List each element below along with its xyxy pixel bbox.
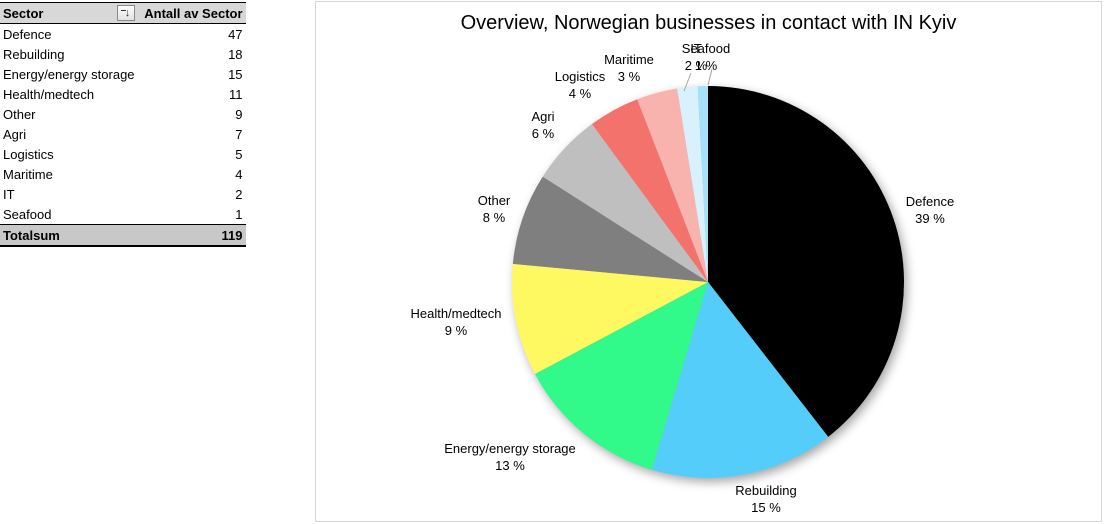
pie-label-percent: 15 % bbox=[751, 500, 781, 515]
pivot-header-row: Sector ↓ Antall av Sector bbox=[0, 2, 246, 24]
count-cell[interactable]: 2 bbox=[235, 186, 243, 202]
table-row-maritime: Maritime 4 bbox=[0, 164, 246, 184]
count-cell[interactable]: 9 bbox=[235, 106, 243, 122]
pie-slice-seafood[interactable] bbox=[697, 85, 708, 282]
pie-label-name: IT bbox=[690, 41, 702, 56]
table-row-health-medtech: Health/medtech 11 bbox=[0, 84, 246, 104]
pie-label-health-medtech: Health/medtech 9 % bbox=[410, 305, 501, 339]
pie-label-percent: 9 % bbox=[444, 323, 468, 338]
pie-label-percent: 3 % bbox=[617, 69, 641, 84]
table-row-other: Other 9 bbox=[0, 104, 246, 124]
sector-cell[interactable]: Seafood bbox=[3, 206, 52, 222]
pivot-total-row: Totalsum 119 bbox=[0, 224, 246, 247]
pie-slice-other[interactable] bbox=[512, 176, 708, 282]
sector-cell[interactable]: Health/medtech bbox=[3, 86, 95, 102]
sector-cell[interactable]: Other bbox=[3, 106, 36, 122]
table-row-defence: Defence 47 bbox=[0, 24, 246, 45]
pie-label-percent: 2 % bbox=[684, 58, 708, 73]
pie-label-name: Defence bbox=[905, 194, 955, 209]
count-cell[interactable]: 47 bbox=[228, 26, 243, 42]
table-row-it: IT 2 bbox=[0, 184, 246, 204]
pie-label-maritime: Maritime 3 % bbox=[604, 51, 654, 85]
pie-label-percent: 8 % bbox=[482, 210, 506, 225]
table-row-agri: Agri 7 bbox=[0, 124, 246, 144]
sector-cell[interactable]: Rebuilding bbox=[3, 46, 65, 62]
pie-slice-it[interactable] bbox=[677, 86, 708, 283]
sort-filter-button[interactable]: ↓ bbox=[116, 5, 135, 21]
chart-title: Overview, Norwegian businesses in contac… bbox=[460, 12, 957, 34]
pie-label-agri: Agri 6 % bbox=[531, 108, 554, 142]
count-cell[interactable]: 1 bbox=[235, 206, 243, 222]
sector-cell[interactable]: Agri bbox=[3, 126, 27, 142]
table-row-rebuilding: Rebuilding 18 bbox=[0, 44, 246, 64]
pie-label-percent: 39 % bbox=[915, 211, 945, 226]
pie-label-logistics: Logistics 4 % bbox=[555, 68, 606, 102]
pie-slice-logistics[interactable] bbox=[591, 99, 708, 283]
table-row-logistics: Logistics 5 bbox=[0, 144, 246, 164]
count-cell[interactable]: 15 bbox=[228, 66, 243, 82]
count-cell[interactable]: 4 bbox=[235, 166, 243, 182]
pie-slice-rebuilding[interactable] bbox=[651, 282, 829, 478]
pie-label-rebuilding: Rebuilding 15 % bbox=[735, 482, 796, 516]
pie-slice-agri[interactable] bbox=[542, 124, 708, 282]
header-cell-sector[interactable]: Sector ↓ bbox=[0, 2, 138, 24]
pie-label-percent: 13 % bbox=[495, 458, 525, 473]
pie-label-it: IT 2 % bbox=[685, 40, 707, 74]
pie-label-name: Rebuilding bbox=[735, 483, 797, 498]
pie-label-name: Energy/energy storage bbox=[444, 441, 576, 456]
sort-filter-icon bbox=[120, 10, 126, 11]
pie-label-percent: 6 % bbox=[531, 126, 555, 141]
sector-cell[interactable]: Defence bbox=[3, 26, 52, 42]
pie-slices bbox=[512, 85, 905, 478]
pie-label-energy-energy-storage: Energy/energy storage 13 % bbox=[444, 440, 576, 474]
pie-label-percent: 1 % bbox=[694, 58, 718, 73]
pie-label-name: Logistics bbox=[554, 69, 606, 84]
pivot-table-body: Defence 47 Rebuilding 18 Energy/energy stora… bbox=[0, 24, 246, 225]
pie-slice-health-medtech[interactable] bbox=[512, 263, 708, 374]
total-label-cell[interactable]: Totalsum bbox=[0, 224, 138, 247]
sector-cell[interactable]: Logistics bbox=[3, 146, 54, 162]
pie-label-name: Other bbox=[477, 193, 511, 208]
pie-slice-defence[interactable] bbox=[708, 86, 905, 437]
pie-label-name: Seafood bbox=[681, 41, 731, 56]
pie-label-name: Health/medtech bbox=[410, 306, 502, 321]
pie-label-name: Agri bbox=[531, 109, 555, 124]
total-value-cell[interactable]: 119 bbox=[137, 224, 246, 247]
sector-cell[interactable]: IT bbox=[3, 186, 15, 202]
count-cell[interactable]: 5 bbox=[235, 146, 243, 162]
table-row-seafood: Seafood 1 bbox=[0, 204, 246, 225]
count-cell[interactable]: 18 bbox=[228, 46, 243, 62]
header-sector-label: Sector bbox=[3, 5, 44, 21]
pivot-table: Sector ↓ Antall av Sector Defence 47 Rebui… bbox=[0, 2, 246, 247]
pie-slice-energy-energy-storage[interactable] bbox=[534, 282, 708, 470]
pie-slice-maritime[interactable] bbox=[637, 88, 708, 282]
sector-cell[interactable]: Maritime bbox=[3, 166, 53, 182]
pie-label-other: Other 8 % bbox=[478, 192, 511, 226]
header-cell-count[interactable]: Antall av Sector bbox=[137, 2, 246, 24]
count-cell[interactable]: 11 bbox=[229, 86, 243, 102]
pie-label-percent: 4 % bbox=[568, 86, 592, 101]
table-row-energy-energy-storage: Energy/energy storage 15 bbox=[0, 64, 246, 84]
sector-cell[interactable]: Energy/energy storage bbox=[3, 66, 135, 82]
pie-label-name: Maritime bbox=[604, 52, 654, 67]
pie-label-defence: Defence 39 % bbox=[906, 193, 954, 227]
count-cell[interactable]: 7 bbox=[235, 126, 243, 142]
pie-label-seafood: Seafood 1 % bbox=[682, 40, 730, 74]
